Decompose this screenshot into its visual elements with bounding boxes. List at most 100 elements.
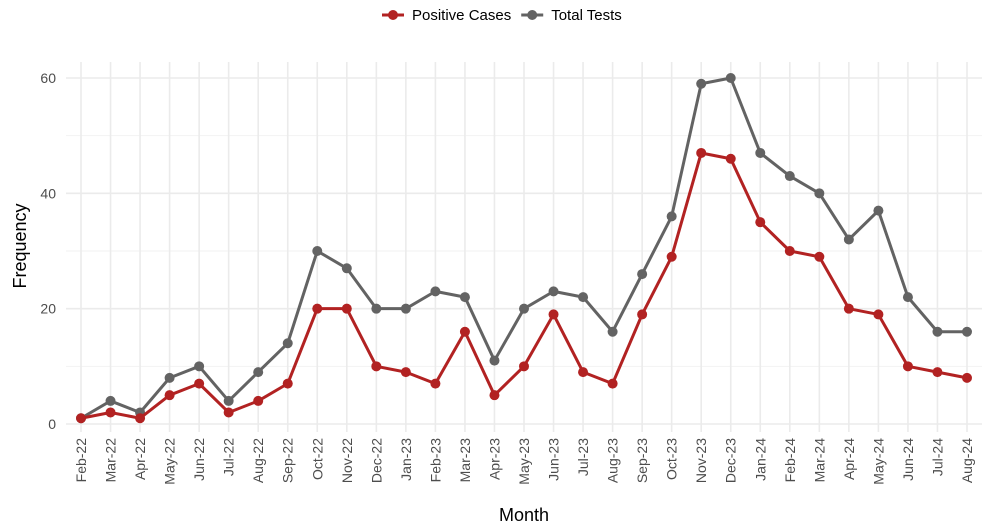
data-point	[578, 367, 589, 378]
data-point	[902, 292, 913, 303]
data-point	[371, 303, 382, 314]
data-point	[459, 326, 470, 337]
x-tick-label: Apr-24	[841, 438, 857, 480]
data-point	[784, 171, 795, 182]
legend-item: Positive Cases	[382, 7, 511, 24]
series-group	[76, 73, 972, 424]
data-point	[932, 367, 943, 378]
legend-key-point	[388, 10, 398, 20]
x-tick-label: Dec-23	[723, 438, 739, 483]
data-point	[341, 303, 352, 314]
x-tick-label: Feb-24	[782, 438, 798, 483]
x-tick-label: Sep-23	[634, 438, 650, 483]
data-point	[164, 390, 175, 401]
data-point	[105, 407, 116, 418]
legend-item: Total Tests	[521, 7, 622, 24]
data-point	[282, 338, 293, 349]
data-point	[371, 361, 382, 372]
data-point	[105, 395, 116, 406]
legend-label: Total Tests	[551, 7, 622, 24]
y-tick-label: 20	[40, 301, 56, 317]
x-tick-label: May-24	[870, 438, 886, 485]
x-tick-label: Sep-22	[280, 438, 296, 483]
data-point	[637, 309, 648, 320]
x-tick-label: Nov-22	[339, 438, 355, 483]
data-point	[400, 367, 411, 378]
legend: Positive Cases Total Tests	[382, 7, 622, 24]
data-point	[696, 78, 707, 89]
y-tick-label: 60	[40, 70, 56, 86]
data-point	[135, 413, 146, 424]
x-tick-label: Oct-23	[664, 438, 680, 480]
data-point	[548, 309, 559, 320]
data-point	[194, 378, 205, 389]
x-tick-label: Mar-22	[103, 438, 119, 483]
x-tick-label: Jun-22	[191, 438, 207, 481]
x-tick-label: Jul-23	[575, 438, 591, 476]
series-total-tests	[76, 73, 972, 424]
data-point	[194, 361, 205, 372]
data-point	[341, 263, 352, 274]
x-tick-label: Aug-23	[605, 438, 621, 483]
x-tick-label: Feb-22	[73, 438, 89, 483]
data-point	[489, 355, 500, 366]
data-point	[873, 205, 884, 216]
data-point	[696, 147, 707, 158]
data-point	[873, 309, 884, 320]
x-tick-label: Aug-22	[250, 438, 266, 483]
data-point	[725, 153, 736, 164]
data-point	[223, 395, 234, 406]
data-point	[607, 378, 618, 389]
x-tick-label: Mar-23	[457, 438, 473, 483]
x-axis-ticks: Feb-22 Mar-22 Apr-22 May-22 Jun-22 Jul-22 Aug-…	[73, 438, 975, 485]
data-point	[814, 251, 825, 262]
data-point	[637, 269, 648, 280]
data-point	[962, 372, 972, 383]
data-point	[666, 211, 677, 222]
data-point	[932, 326, 943, 337]
x-tick-label: Oct-22	[309, 438, 325, 480]
data-point	[814, 188, 825, 199]
data-point	[282, 378, 293, 389]
data-point	[843, 234, 854, 245]
x-tick-label: Nov-23	[693, 438, 709, 483]
data-point	[784, 246, 795, 256]
x-tick-label: May-23	[516, 438, 532, 485]
data-point	[430, 378, 441, 389]
grid	[66, 62, 982, 432]
data-point	[843, 303, 854, 314]
x-tick-label: Dec-22	[368, 438, 384, 483]
x-tick-label: Jan-24	[752, 438, 768, 481]
data-point	[666, 251, 677, 262]
x-tick-label: Jul-24	[929, 438, 945, 476]
data-point	[725, 73, 736, 83]
data-point	[253, 367, 264, 378]
data-point	[312, 303, 323, 314]
data-point	[312, 246, 323, 256]
y-axis-ticks: 0 20 40 60	[40, 70, 56, 432]
data-point	[164, 372, 175, 383]
data-point	[755, 217, 766, 228]
data-point	[253, 395, 264, 406]
x-axis-title: Month	[499, 505, 549, 525]
data-point	[755, 147, 766, 158]
legend-label: Positive Cases	[412, 7, 511, 24]
x-tick-label: Jan-23	[398, 438, 414, 481]
data-point	[548, 286, 559, 297]
x-tick-label: Jul-22	[221, 438, 237, 476]
series-positive-cases	[76, 147, 972, 424]
data-point	[400, 303, 411, 314]
x-tick-label: May-22	[162, 438, 178, 485]
data-point	[607, 326, 618, 337]
data-point	[489, 390, 500, 401]
data-point	[578, 292, 589, 303]
x-tick-label: Apr-22	[132, 438, 148, 480]
x-tick-label: Apr-23	[486, 438, 502, 480]
x-tick-label: Mar-24	[811, 438, 827, 483]
data-point	[430, 286, 441, 297]
data-point	[962, 326, 972, 337]
x-tick-label: Jun-24	[900, 438, 916, 481]
x-tick-label: Feb-23	[427, 438, 443, 483]
x-tick-label: Jun-23	[546, 438, 562, 481]
